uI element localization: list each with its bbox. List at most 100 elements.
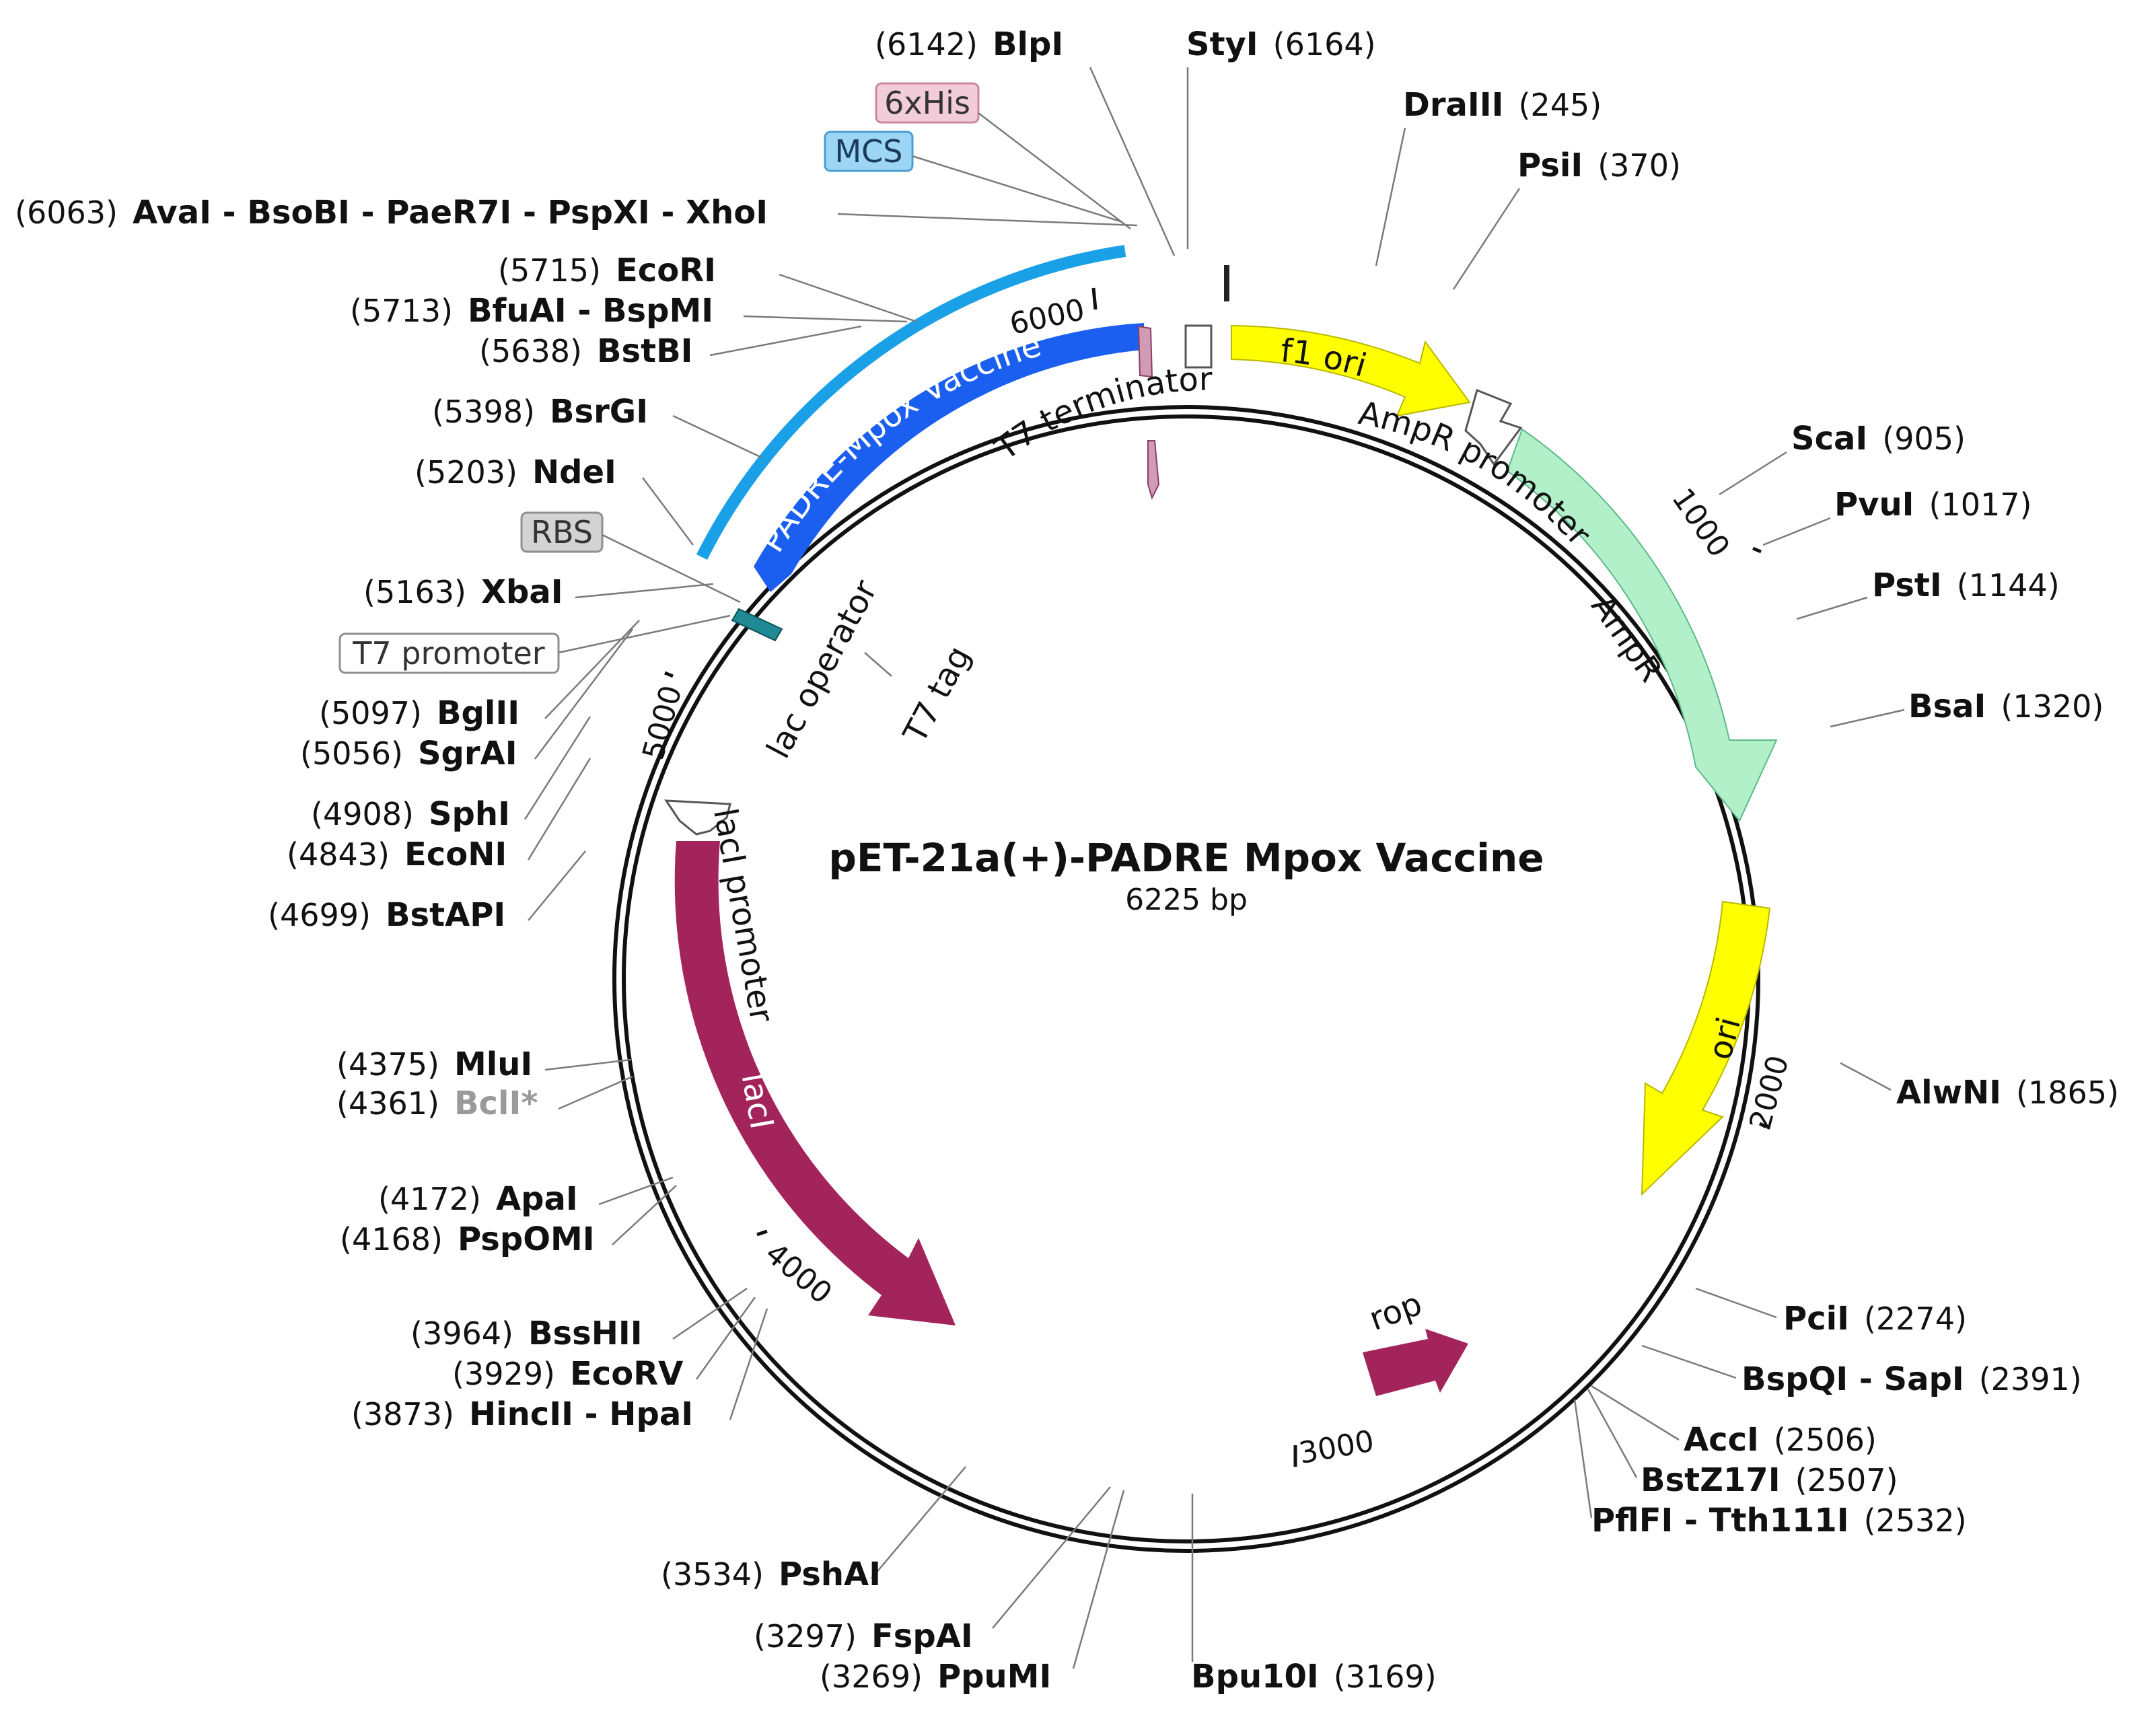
site-label: (4172) ApaI [378, 1180, 578, 1218]
tick-mark-6000 [1091, 287, 1098, 310]
site-avai-bsobi-paer7i-pspxi-xhoi: (6063) AvaI - BsoBI - PaeR7I - PspXI - Xh… [15, 194, 1138, 231]
site-label: (6142) BlpI [875, 26, 1063, 63]
site-position: (5398) [432, 394, 535, 430]
site-position: (245) [1518, 87, 1602, 123]
site-ndei: (5203) NdeI [415, 453, 694, 546]
site-enzyme-name: BstZ17I [1641, 1461, 1781, 1499]
site-position: (4843) [287, 836, 390, 873]
site-enzyme-name: StyI [1186, 26, 1258, 63]
rbs-box [520, 511, 604, 553]
site-bsrgi: (5398) BsrGI [432, 393, 762, 459]
site-position: (5097) [319, 695, 422, 731]
site-bcli: (4361) BclI* [336, 1075, 633, 1122]
site-label: (5203) NdeI [415, 453, 616, 491]
site-position: (1320) [2001, 688, 2104, 725]
site-leader [1375, 127, 1406, 266]
site-position: (3269) [820, 1659, 923, 1695]
site-bsshii: (3964) BssHII [410, 1287, 748, 1352]
site-enzyme-name: EcoRI [616, 252, 716, 289]
site-label: (3297) FspAI [754, 1617, 973, 1655]
site-label: (5097) BglII [319, 694, 519, 732]
site-enzyme-name: BstAPI [386, 896, 505, 934]
tick-mark-1000 [1752, 546, 1762, 554]
feature-ori-arrow [1641, 900, 1771, 1196]
tick-label-3000: 3000 [1297, 1424, 1377, 1471]
site-bstz17i: BstZ17I (2507) [1587, 1389, 1898, 1499]
site-enzyme-name: AlwNI [1896, 1074, 2001, 1111]
feature-laci-promoter-arrow [664, 799, 731, 836]
tick-label-4000: 4000 [758, 1236, 838, 1311]
site-leader [1762, 517, 1831, 546]
site-fspai: (3297) FspAI [754, 1486, 1111, 1655]
site-label: PflFI - Tth111I (2532) [1591, 1502, 1967, 1539]
site-leader [837, 213, 1138, 227]
site-leader [695, 1297, 756, 1380]
site-bstbi: (5638) BstBI [479, 325, 862, 370]
site-leader [598, 1176, 674, 1206]
tick-mark-5000 [664, 671, 674, 678]
site-pcii: PciI (2274) [1695, 1287, 1967, 1338]
tick-label-1000: 1000 [1665, 482, 1736, 564]
site-label: PsiI (370) [1517, 147, 1681, 184]
site-label: ScaI (905) [1791, 420, 1966, 458]
site-enzyme-name: MluI [454, 1046, 532, 1083]
site-label: PstI (1144) [1872, 567, 2060, 604]
leader-his-box [978, 112, 1131, 229]
site-position: (2274) [1864, 1301, 1967, 1337]
mcs-box [824, 131, 914, 172]
site-mlui: (4375) MluI [336, 1046, 632, 1083]
site-pvui: PvuI (1017) [1762, 486, 2032, 546]
site-position: (4699) [268, 897, 371, 933]
site-leader [1587, 1389, 1638, 1478]
site-label: (3873) HincII - HpaI [351, 1395, 693, 1433]
site-position: (2391) [1979, 1361, 2082, 1397]
site-ecori: (5715) EcoRI [498, 252, 917, 323]
site-leader [672, 414, 762, 459]
site-position: (5203) [415, 454, 517, 490]
site-label: (5715) EcoRI [498, 252, 716, 289]
site-position: (3169) [1334, 1659, 1437, 1695]
feature-his-lower-mark [1147, 440, 1160, 500]
site-enzyme-name: BsrGI [550, 393, 648, 431]
site-label: (3534) PshAI [661, 1556, 881, 1593]
site-enzyme-name: BspQI - SapI [1741, 1360, 1964, 1398]
site-apai: (4172) ApaI [378, 1176, 674, 1218]
site-leader [871, 1466, 966, 1579]
tick-mark-2000 [1758, 1122, 1768, 1129]
site-enzyme-name: ScaI [1791, 420, 1867, 458]
site-enzyme-name: SphI [429, 795, 510, 833]
site-position: (1865) [2016, 1074, 2119, 1111]
site-leader [642, 477, 694, 546]
site-enzyme-name: PsiI [1517, 147, 1583, 184]
site-enzyme-name: BglII [437, 694, 519, 732]
site-enzyme-name: BclI* [454, 1085, 538, 1122]
site-label: AlwNI (1865) [1896, 1074, 2119, 1111]
site-leader [709, 325, 862, 357]
site-enzyme-name: EcoNI [404, 836, 507, 873]
feature-t7-terminator-box [1184, 324, 1213, 369]
site-label: (4168) PspOMI [340, 1220, 595, 1258]
site-leader [612, 1185, 677, 1245]
mcs-box-label: MCS [834, 133, 902, 170]
site-bpu10i: Bpu10I (3169) [1191, 1494, 1437, 1696]
site-position: (370) [1597, 147, 1681, 184]
site-leader [1573, 1399, 1593, 1519]
site-position: (1144) [1957, 567, 2060, 604]
site-label: (3269) PpuMI [820, 1658, 1051, 1696]
site-enzyme-name: PspOMI [458, 1220, 595, 1258]
his-tag-box [875, 82, 980, 124]
site-enzyme-name: PshAI [779, 1556, 881, 1593]
feature-f1-ori-arrow [1231, 324, 1471, 417]
site-bsai: BsaI (1320) [1830, 688, 2104, 728]
site-enzyme-name: PciI [1783, 1300, 1849, 1338]
site-enzyme-name: FspAI [871, 1617, 973, 1655]
site-econi: (4843) EcoNI [287, 758, 591, 873]
site-enzyme-name: NdeI [532, 453, 616, 491]
site-enzyme-name: AccI [1684, 1421, 1759, 1459]
site-enzyme-name: BstBI [597, 332, 693, 370]
feature-his-arrow [1137, 325, 1153, 378]
site-leader [1089, 67, 1176, 256]
site-label: (3964) BssHII [410, 1315, 643, 1352]
site-bglii: (5097) BglII [319, 620, 640, 732]
restriction-sites: (6142) BlpI StyI (6164) DraIII (245) PsiI (370)… [15, 26, 2119, 1696]
